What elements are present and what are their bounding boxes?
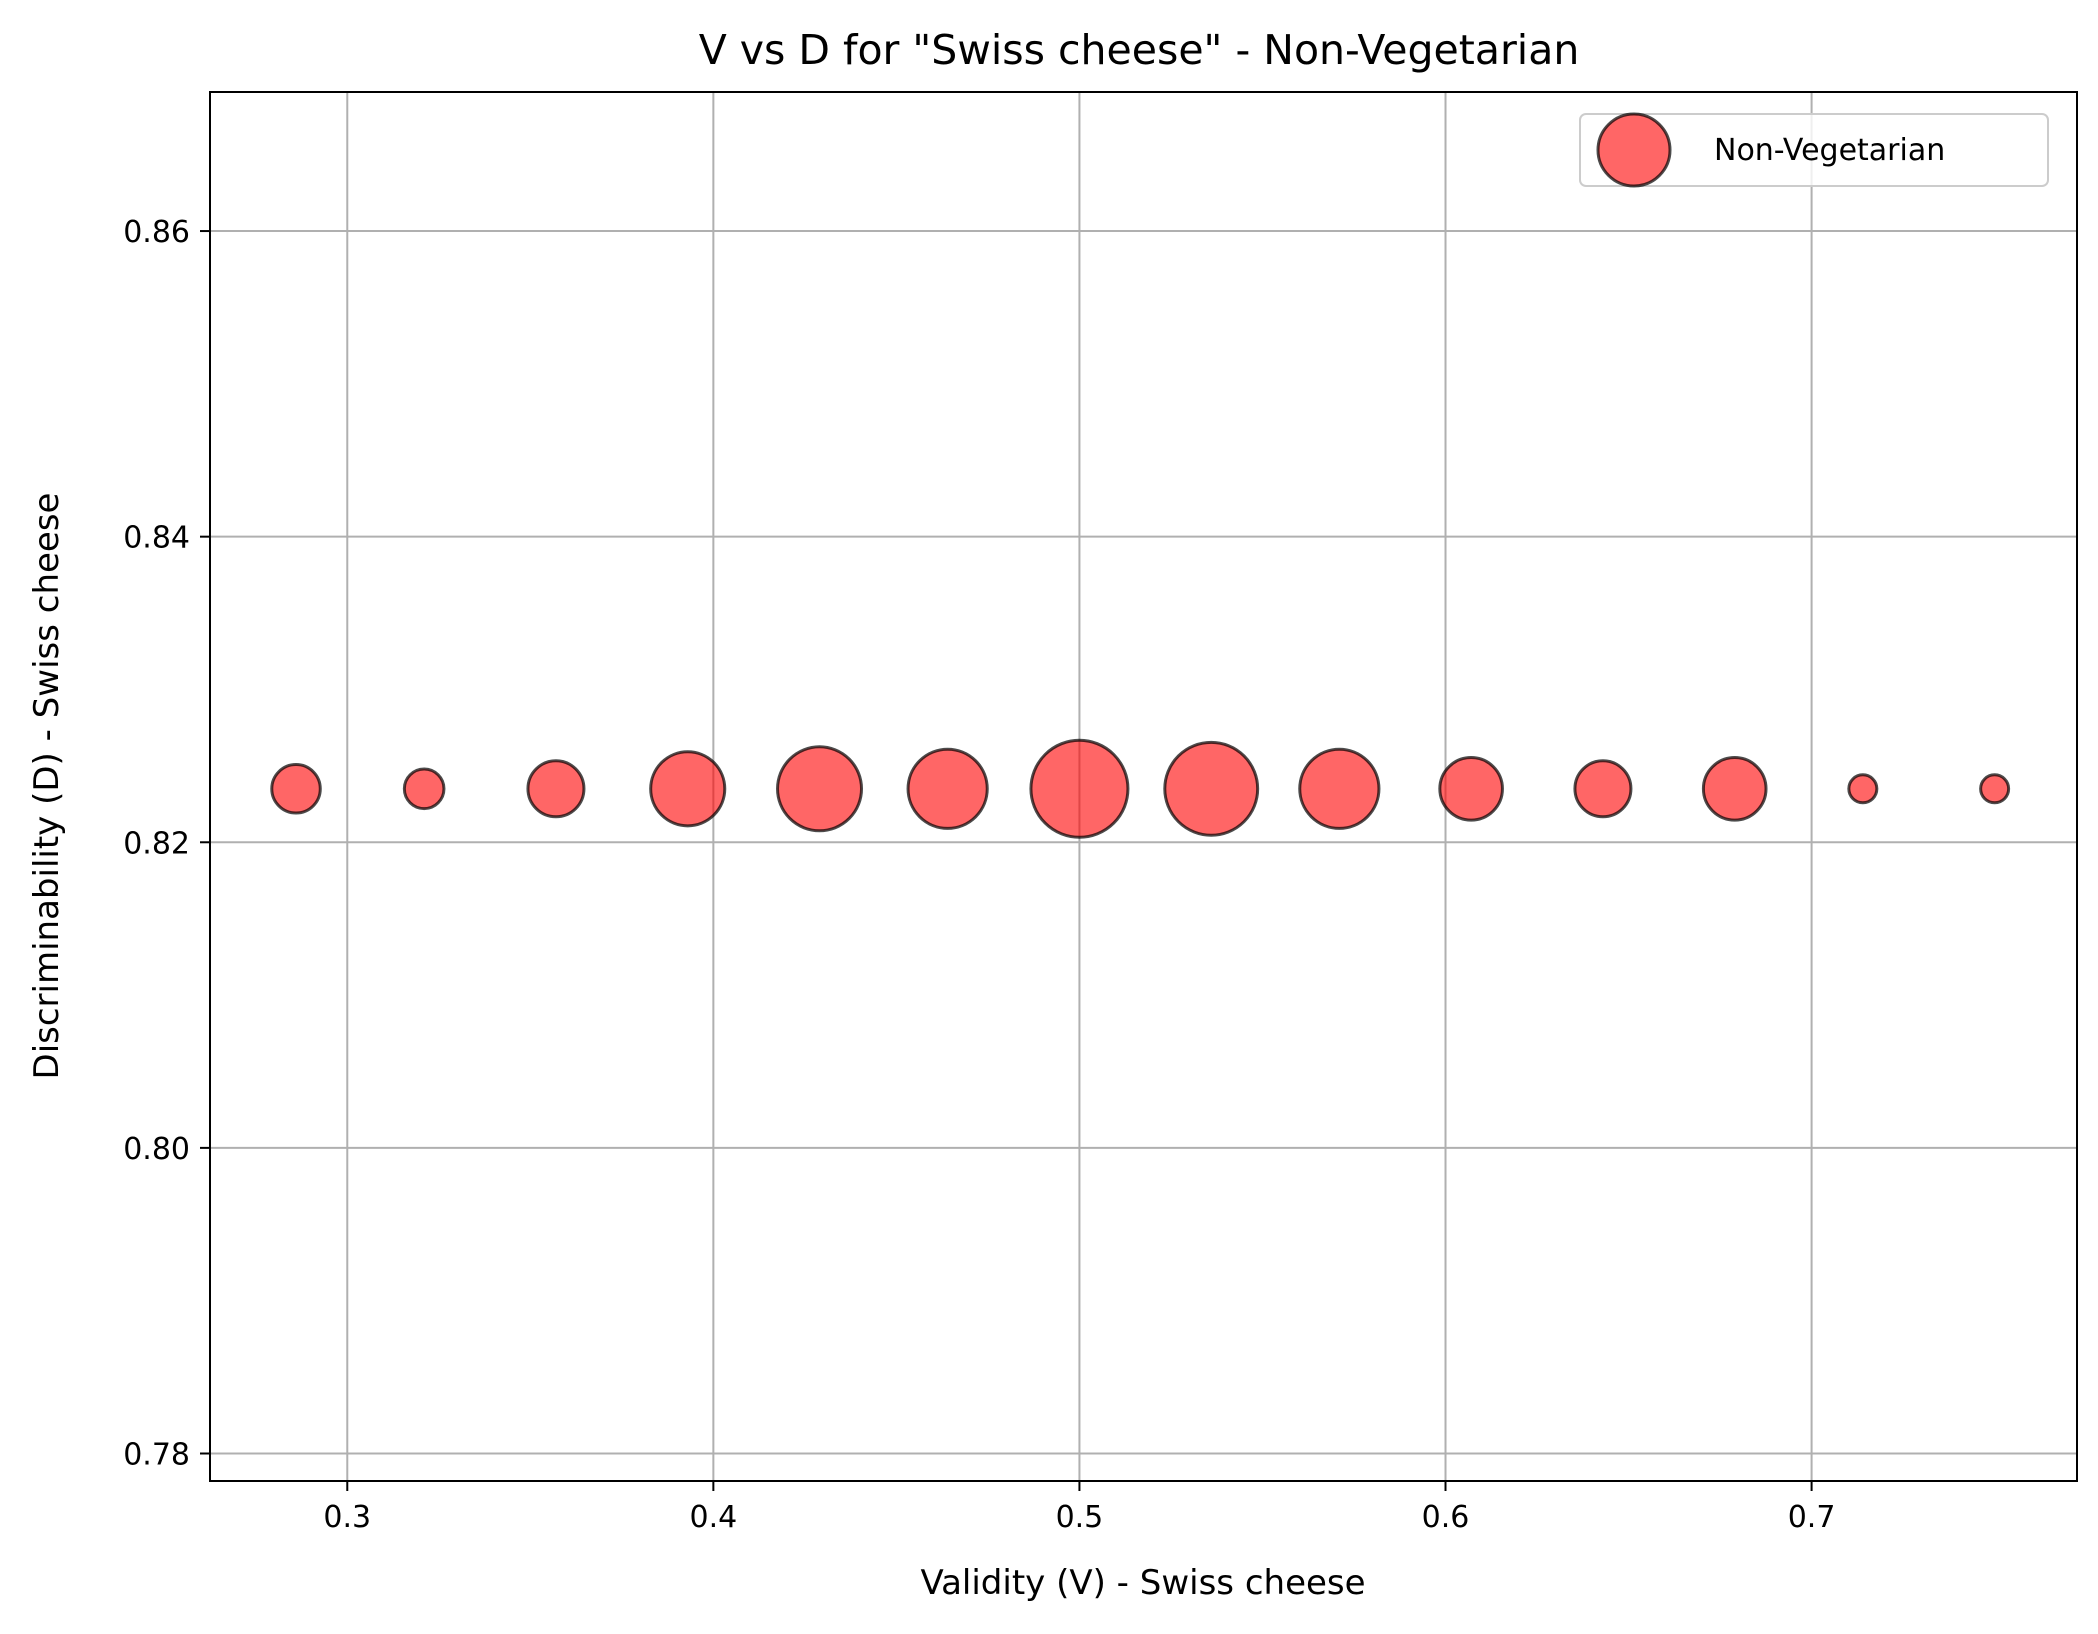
data-point — [1438, 755, 1504, 822]
data-point — [1163, 740, 1260, 837]
data-point — [526, 759, 586, 819]
data-point — [649, 750, 727, 828]
data-point — [906, 747, 989, 830]
x-axis-title: Validity (V) - Swiss cheese — [920, 1563, 1365, 1603]
y-axis-title: Discriminability (D) - Swiss cheese — [27, 493, 67, 1080]
y-tick-label: 0.78 — [123, 1437, 190, 1472]
axis-ticks: 0.3 0.4 0.5 0.6 0.7 0.78 0.80 0.82 0.84 0.86 — [123, 215, 1835, 1535]
legend-label: Non-Vegetarian — [1714, 133, 1945, 168]
data-point — [1847, 773, 1879, 805]
y-tick-label: 0.80 — [123, 1132, 190, 1167]
x-tick-label: 0.5 — [1056, 1500, 1104, 1535]
x-tick-label: 0.4 — [689, 1500, 737, 1535]
data-point — [1979, 773, 2011, 805]
y-tick-label: 0.82 — [123, 826, 190, 861]
y-tick-label: 0.84 — [123, 521, 190, 556]
x-tick-label: 0.7 — [1788, 1500, 1836, 1535]
data-point — [1029, 738, 1130, 839]
data-point — [402, 767, 446, 811]
data-point — [776, 745, 864, 833]
data-points — [270, 738, 2011, 839]
data-point — [1573, 759, 1633, 819]
legend-marker — [1596, 112, 1672, 188]
y-tick-label: 0.86 — [123, 215, 190, 250]
data-point — [1701, 755, 1768, 822]
data-point — [270, 763, 322, 815]
data-point — [1298, 747, 1381, 830]
legend: Non-Vegetarian — [1579, 112, 2049, 188]
legend-box — [1579, 113, 2049, 187]
x-tick-label: 0.6 — [1422, 1500, 1470, 1535]
chart-title: V vs D for "Swiss cheese" - Non-Vegetari… — [699, 26, 1580, 74]
plot-frame — [209, 91, 2078, 1482]
x-tick-label: 0.3 — [323, 1500, 371, 1535]
